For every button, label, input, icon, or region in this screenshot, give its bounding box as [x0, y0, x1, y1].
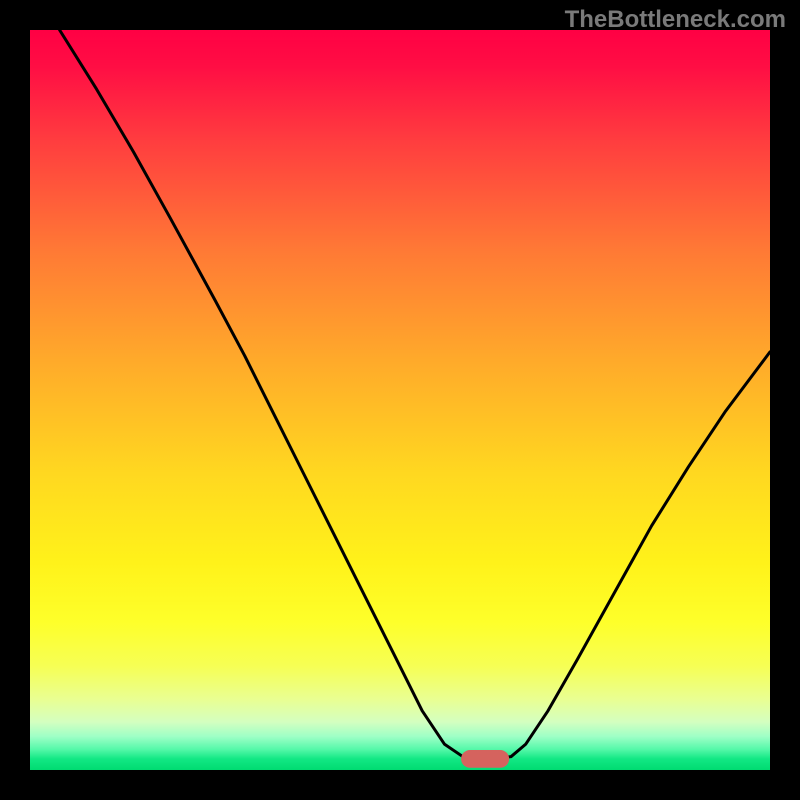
- chart-svg: [30, 30, 770, 770]
- min-marker: [461, 750, 509, 768]
- plot-area: [30, 30, 770, 770]
- gradient-background: [30, 30, 770, 770]
- chart-frame: TheBottleneck.com: [0, 0, 800, 800]
